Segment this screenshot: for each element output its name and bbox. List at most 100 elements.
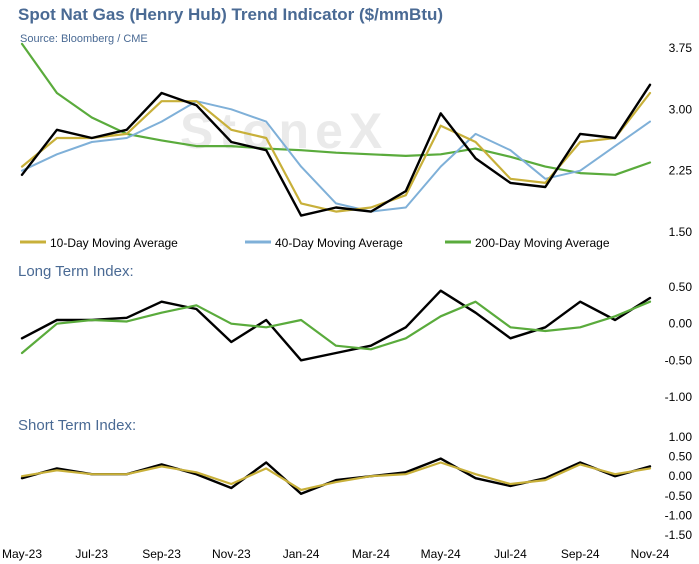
data-point-price xyxy=(579,461,581,464)
data-point-ma10 xyxy=(544,479,547,481)
data-point-ma10 xyxy=(230,129,233,131)
x-tick-label: Mar-24 xyxy=(352,547,390,561)
data-point-price xyxy=(230,487,233,489)
data-point-price xyxy=(474,477,477,480)
x-tick-label: Nov-24 xyxy=(631,547,670,561)
y-tick-label: 0.00 xyxy=(669,469,693,483)
data-point-ma200 xyxy=(230,145,233,147)
data-point-ma40 xyxy=(579,169,581,172)
data-point-ma200 xyxy=(21,43,23,45)
data-point-price xyxy=(614,319,616,321)
data-point-ma10 xyxy=(474,141,477,143)
data-point-ma200 xyxy=(439,153,442,156)
data-point-ma200 xyxy=(335,151,337,154)
data-point-price xyxy=(544,477,547,480)
data-point-ma10 xyxy=(439,124,442,127)
data-point-price xyxy=(56,467,58,470)
data-point-ma10 xyxy=(474,473,477,476)
data-point-ma40 xyxy=(614,145,616,147)
data-point-ma200 xyxy=(544,165,547,168)
y-tick-label: 3.00 xyxy=(669,102,693,116)
y-tick-label: 0.50 xyxy=(669,280,693,294)
data-point-ma10 xyxy=(649,92,651,94)
data-point-price xyxy=(474,311,477,314)
data-point-price xyxy=(405,326,407,329)
data-point-ma10 xyxy=(579,141,581,143)
data-point-ma200 xyxy=(579,172,581,174)
data-point-price xyxy=(614,475,616,478)
data-point-price xyxy=(439,457,442,460)
data-point-price xyxy=(579,300,581,303)
data-point-price xyxy=(230,141,233,143)
data-point-ma10 xyxy=(370,475,372,478)
data-point-ma10 xyxy=(509,178,512,180)
data-point-ma200 xyxy=(614,174,616,176)
x-tick-label: Nov-23 xyxy=(212,547,251,561)
data-point-ma10 xyxy=(56,469,58,472)
data-point-price xyxy=(21,337,23,340)
data-point-price xyxy=(195,104,198,106)
long-term-panel: 0.50 0.00 -0.50 -1.00 xyxy=(20,280,693,404)
data-point-price xyxy=(300,493,302,495)
y-tick-label: 0.00 xyxy=(669,317,693,331)
data-point-ma10 xyxy=(125,133,128,135)
data-point-ma10 xyxy=(614,473,616,476)
data-point-ma10 xyxy=(160,100,163,102)
data-point-ma200 xyxy=(300,319,302,321)
data-point-ma40 xyxy=(649,120,651,123)
legend-label: 200-Day Moving Average xyxy=(475,236,610,250)
y-tick-label: -0.50 xyxy=(665,489,693,503)
chart-title: Spot Nat Gas (Henry Hub) Trend Indicator… xyxy=(18,5,443,24)
data-point-ma40 xyxy=(91,141,93,143)
data-point-ma200 xyxy=(56,322,58,325)
data-point-ma200 xyxy=(474,300,477,303)
data-point-ma200 xyxy=(230,322,233,325)
data-point-price xyxy=(509,485,512,487)
data-point-price xyxy=(230,341,233,343)
data-point-ma10 xyxy=(579,463,581,466)
data-point-ma200 xyxy=(370,153,372,156)
source-note: Source: Bloomberg / CME xyxy=(20,33,148,45)
watermark: StoneX xyxy=(180,103,388,159)
data-point-ma200 xyxy=(405,337,407,340)
y-tick-label: 0.50 xyxy=(669,450,693,464)
data-point-ma10 xyxy=(195,471,198,474)
data-point-price xyxy=(544,186,547,188)
data-point-ma200 xyxy=(125,320,128,323)
data-point-price xyxy=(56,129,58,131)
x-tick-label: Jul-24 xyxy=(494,547,527,561)
data-point-ma40 xyxy=(56,153,58,156)
data-point-ma200 xyxy=(335,344,337,347)
data-point-price xyxy=(160,300,163,303)
data-point-ma200 xyxy=(370,348,372,351)
data-point-ma40 xyxy=(544,178,547,180)
data-point-ma10 xyxy=(300,489,302,491)
data-point-price xyxy=(195,473,198,476)
data-point-ma10 xyxy=(195,100,198,102)
data-point-ma40 xyxy=(474,133,477,135)
y-tick-label: 1.50 xyxy=(669,225,693,239)
data-point-price xyxy=(91,137,93,139)
data-point-ma10 xyxy=(649,467,651,470)
data-point-ma40 xyxy=(21,169,23,172)
x-tick-label: May-24 xyxy=(421,547,461,561)
data-point-ma200 xyxy=(439,315,442,318)
data-point-ma200 xyxy=(509,326,512,329)
data-point-price xyxy=(370,344,372,347)
data-point-price xyxy=(370,210,372,213)
data-point-ma200 xyxy=(195,304,198,307)
data-point-price xyxy=(649,465,651,468)
data-point-price xyxy=(21,477,23,480)
x-tick-label: Jan-24 xyxy=(283,547,320,561)
data-point-price xyxy=(405,190,407,192)
data-point-price xyxy=(125,317,128,319)
data-point-ma200 xyxy=(544,330,547,332)
data-point-ma10 xyxy=(230,483,233,485)
data-point-ma200 xyxy=(649,161,651,164)
series-line-ma10 xyxy=(20,461,652,491)
data-point-price xyxy=(579,133,581,135)
data-point-ma200 xyxy=(265,326,268,329)
y-tick-label: -1.00 xyxy=(665,390,693,404)
data-point-ma10 xyxy=(544,182,547,184)
